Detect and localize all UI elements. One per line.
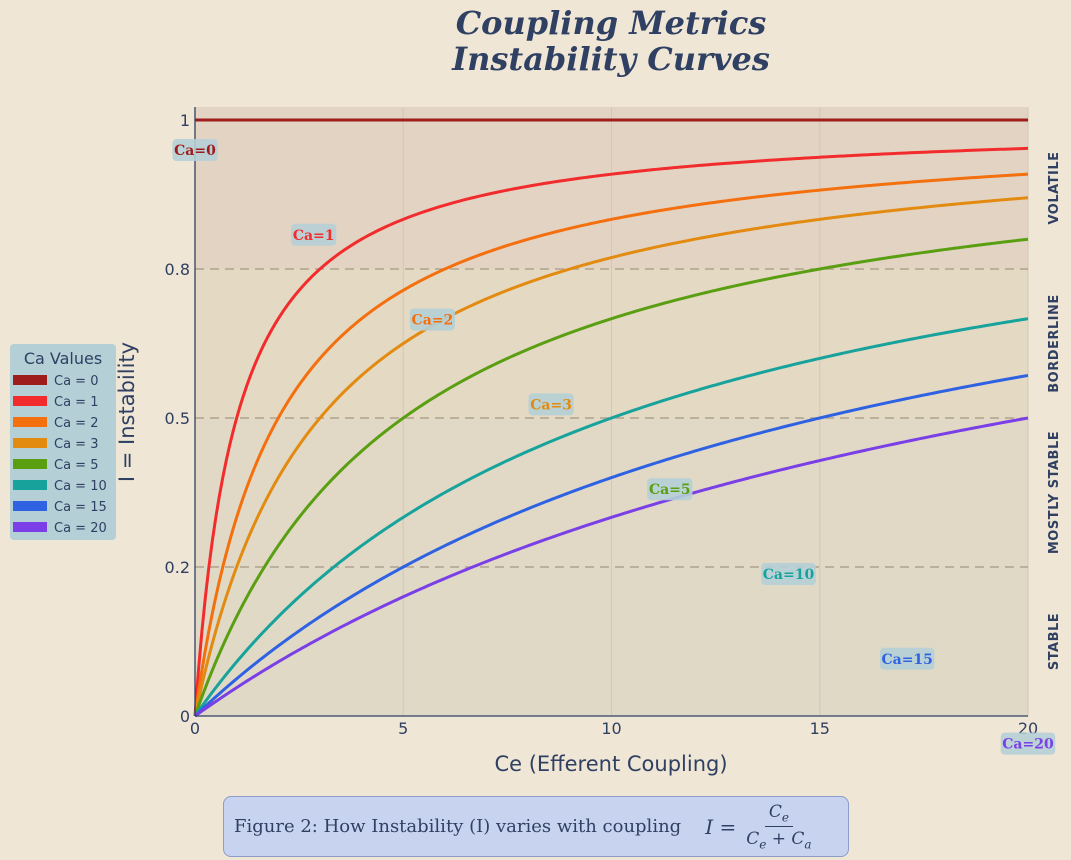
- curve-label-ca-15: Ca=15: [881, 652, 932, 668]
- curve-label-bg-3: [528, 393, 574, 416]
- x-tick-label-1: 5: [398, 719, 408, 738]
- curve-label-ca-5: Ca=5: [649, 482, 691, 498]
- legend-title: Ca Values: [24, 349, 102, 368]
- zone-label-stable: STABLE: [1047, 613, 1062, 670]
- series-line-ca-20: [194, 416, 1029, 718]
- series-line-ca-3: [193, 196, 1029, 717]
- legend-swatch-5: [13, 480, 47, 490]
- formula-denominator: Ce + Ca: [746, 829, 812, 852]
- curve-label-ca-3: Ca=3: [530, 397, 572, 413]
- legend-entry-5: Ca = 10: [54, 479, 107, 494]
- figure-caption: Figure 2: How Instability (I) varies wit…: [223, 796, 849, 857]
- curve-labels: Ca=0 Ca=1 Ca=2 Ca=3 Ca=5 Ca=10 Ca=15 Ca=20: [172, 139, 1056, 755]
- series-line-ca-2: [193, 172, 1029, 717]
- legend-entry-7: Ca = 20: [54, 521, 107, 536]
- legend-swatch-4: [13, 459, 47, 469]
- formula-lhs: I =: [705, 814, 737, 839]
- y-axis-label: I = Instability: [115, 342, 139, 482]
- y-tick-label-0: 0: [180, 707, 190, 726]
- series-line-ca-10: [193, 317, 1029, 717]
- zone-label-borderline: BORDERLINE: [1047, 294, 1062, 393]
- series-line-ca-5: [193, 237, 1029, 717]
- x-tick-label-2: 10: [601, 719, 621, 738]
- zone-label-mostly-stable: MOSTLY STABLE: [1047, 431, 1062, 554]
- chart-title-line-1: Coupling Metrics: [456, 4, 767, 42]
- y-tick-label-1: 0.2: [165, 558, 190, 577]
- curve-label-ca-20: Ca=20: [1002, 737, 1054, 753]
- legend-swatch-7: [13, 522, 47, 532]
- legend-entry-3: Ca = 3: [54, 437, 98, 452]
- curve-label-bg-4: [647, 478, 693, 501]
- legend-box: [10, 344, 116, 540]
- curve-label-bg-6: [879, 647, 935, 670]
- series-line-ca-15: [193, 373, 1029, 718]
- chart-title: Coupling Metrics Instability Curves: [451, 4, 770, 78]
- y-tick-label-2: 0.5: [165, 409, 190, 428]
- legend-swatch-0: [13, 375, 47, 385]
- legend-entry-0: Ca = 0: [54, 374, 98, 389]
- curve-label-bg-7: [1000, 732, 1056, 755]
- caption-text: Figure 2: How Instability (I) varies wit…: [234, 816, 682, 837]
- grid: [402, 107, 1029, 716]
- curve-label-ca-0: Ca=0: [174, 143, 216, 159]
- zone-labels: STABLE MOSTLY STABLE BORDERLINE VOLATILE: [1047, 151, 1062, 670]
- legend-entry-1: Ca = 1: [54, 395, 98, 410]
- legend-entry-2: Ca = 2: [54, 416, 98, 431]
- legend: Ca Values Ca = 0 Ca = 1 Ca = 2 Ca = 3 Ca = 5 C…: [10, 344, 116, 540]
- x-tick-label-0: 0: [190, 719, 200, 738]
- curve-label-bg-5: [761, 563, 816, 585]
- formula-numerator: Ce: [764, 802, 793, 827]
- chart-title-line-2: Instability Curves: [451, 40, 770, 78]
- curve-label-ca-2: Ca=2: [412, 313, 454, 329]
- instability-formula: I = Ce Ce + Ca: [705, 802, 815, 852]
- x-tick-label-3: 15: [810, 719, 830, 738]
- axes: [194, 107, 1028, 717]
- zone-label-volatile: VOLATILE: [1047, 151, 1062, 224]
- legend-swatch-3: [13, 438, 47, 448]
- curve-label-ca-10: Ca=10: [763, 567, 815, 583]
- series-line-ca-1: [193, 146, 1029, 717]
- legend-swatch-1: [13, 396, 47, 406]
- curve-label-bg-0: [172, 139, 218, 161]
- y-tick-label-3: 0.8: [165, 260, 190, 279]
- series-lines: [193, 118, 1029, 718]
- legend-entry-4: Ca = 5: [54, 458, 98, 473]
- curve-label-bg-2: [409, 308, 456, 331]
- legend-entry-6: Ca = 15: [54, 500, 107, 515]
- curve-label-bg-1: [291, 223, 337, 246]
- x-axis-label: Ce (Efferent Coupling): [494, 752, 727, 776]
- curve-label-ca-1: Ca=1: [293, 228, 335, 244]
- formula-fraction: Ce Ce + Ca: [742, 802, 815, 852]
- y-tick-label-4: 1: [180, 111, 190, 130]
- legend-swatch-2: [13, 417, 47, 427]
- legend-swatch-6: [13, 501, 47, 511]
